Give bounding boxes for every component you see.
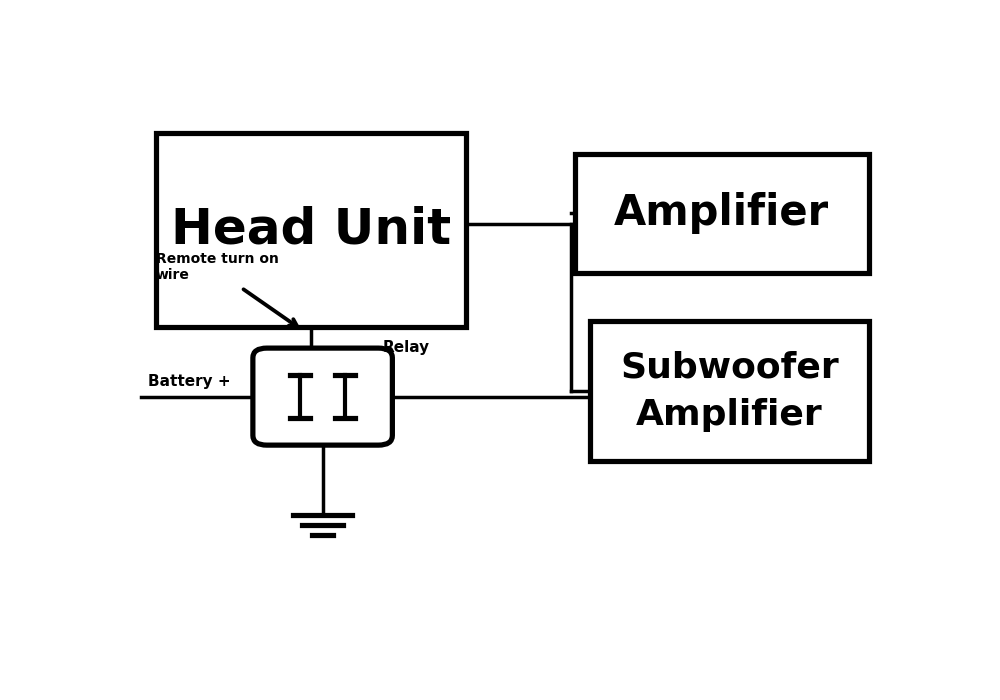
FancyBboxPatch shape <box>253 348 392 445</box>
Text: Amplifier: Amplifier <box>614 193 829 235</box>
FancyBboxPatch shape <box>156 132 466 326</box>
Text: Subwoofer
Amplifier: Subwoofer Amplifier <box>620 351 839 432</box>
FancyBboxPatch shape <box>574 154 869 272</box>
Text: Relay: Relay <box>382 340 429 355</box>
Text: Head Unit: Head Unit <box>171 206 451 253</box>
Text: Battery +: Battery + <box>148 374 231 388</box>
Text: Remote turn on
wire: Remote turn on wire <box>156 252 279 282</box>
FancyBboxPatch shape <box>590 321 869 461</box>
